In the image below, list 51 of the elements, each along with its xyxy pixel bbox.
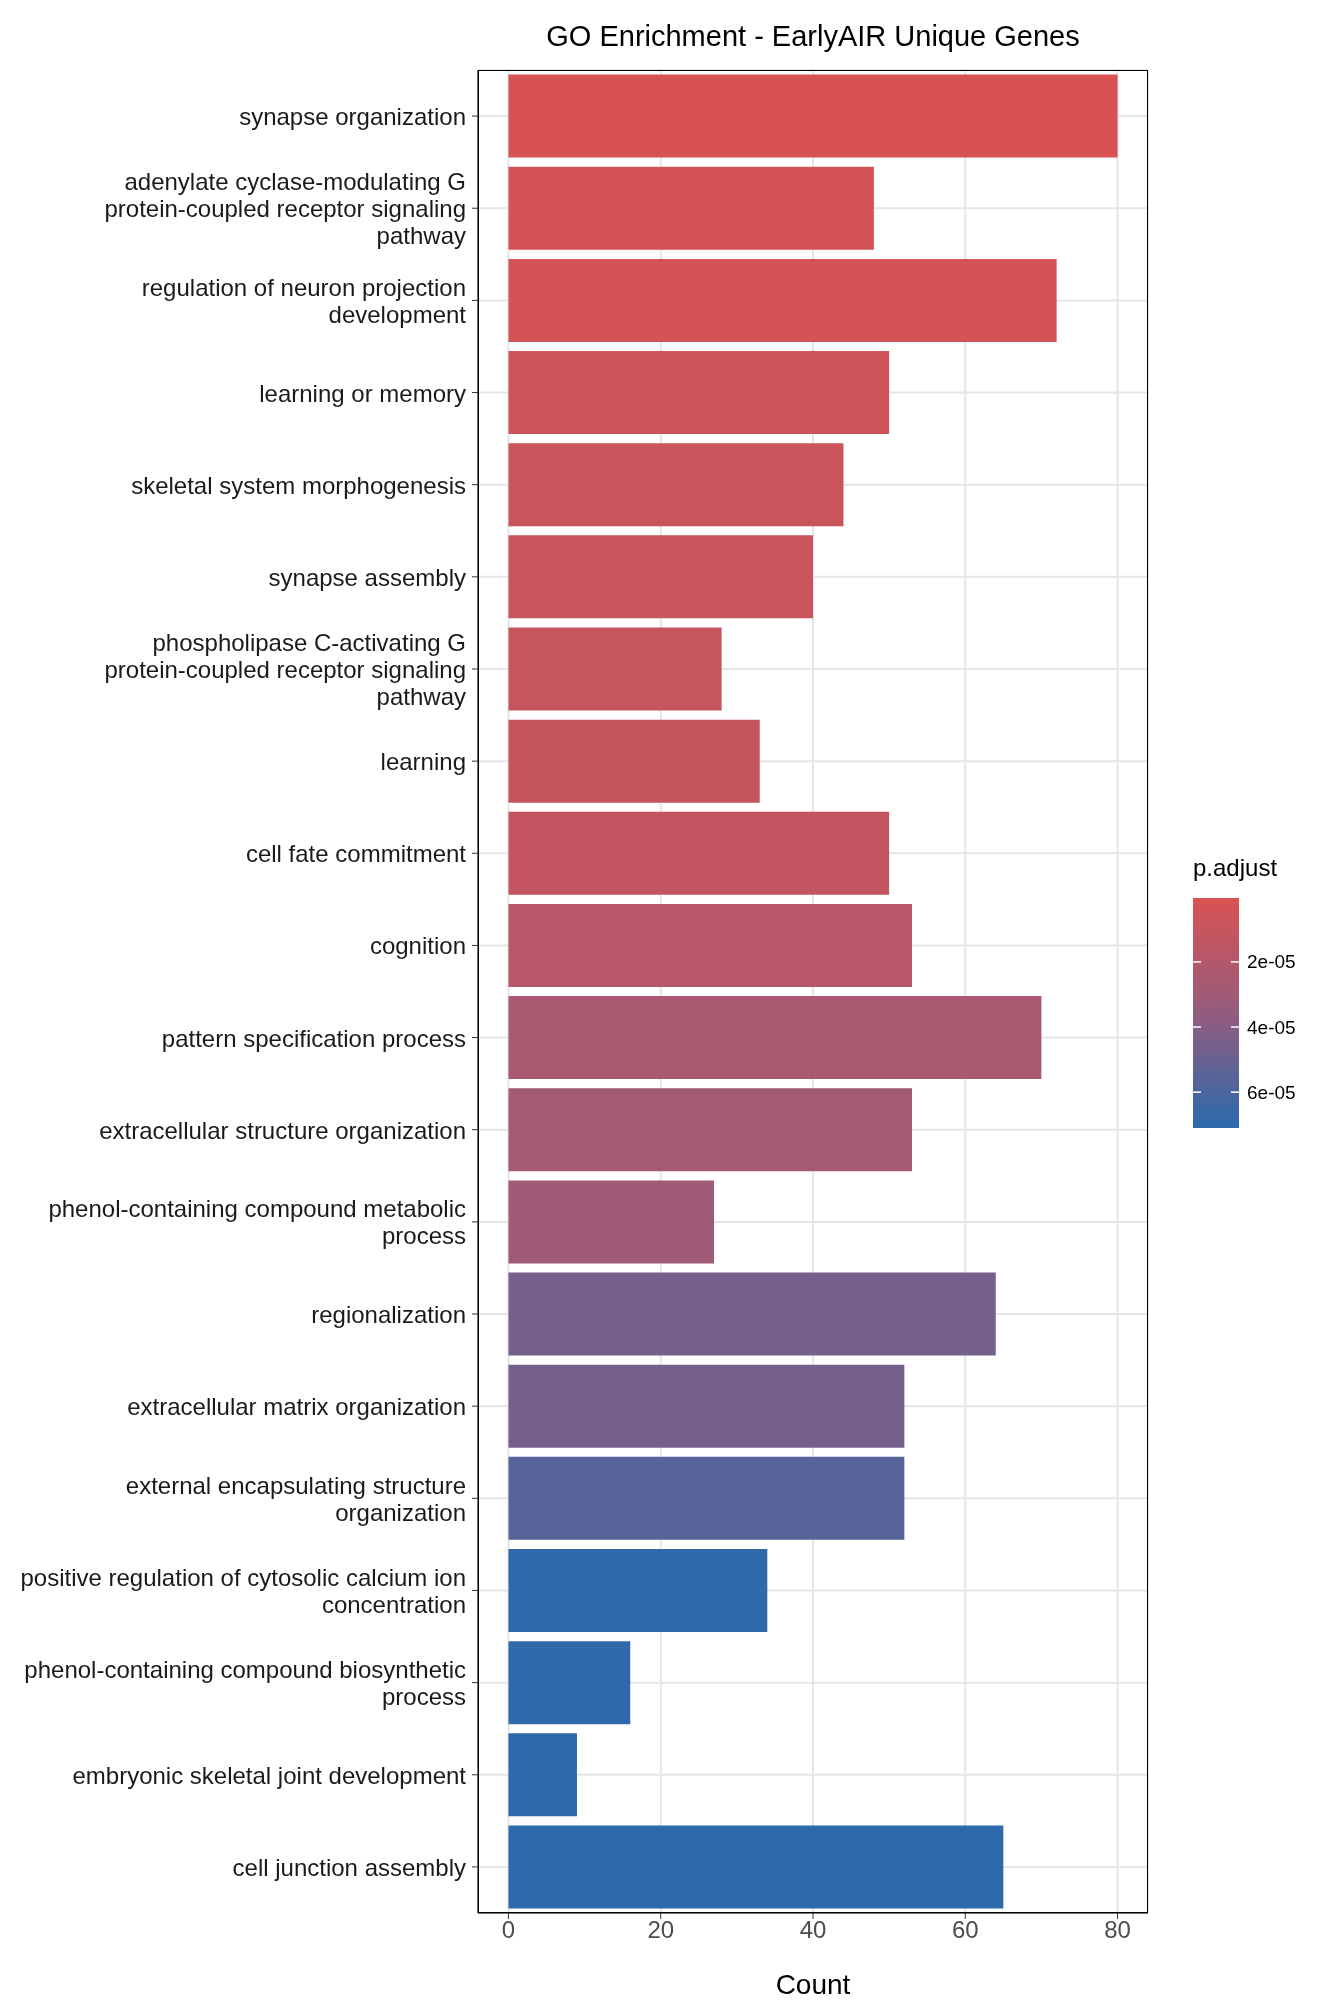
bar xyxy=(508,443,844,527)
y-tick-label: synapse organization xyxy=(239,102,466,130)
x-tick-label: 60 xyxy=(951,1916,979,1944)
x-tick-label: 20 xyxy=(647,1916,675,1944)
y-tick-label: external encapsulating structure organization xyxy=(125,1471,466,1526)
y-tick-label: learning or memory xyxy=(259,379,466,407)
bar xyxy=(508,258,1057,342)
color-bar-label: 4e-05 xyxy=(1247,1016,1296,1038)
color-bar-label: 6e-05 xyxy=(1247,1081,1296,1103)
y-tick-label: positive regulation of cytosolic calcium ion concentration xyxy=(20,1563,466,1618)
x-tick-label: 40 xyxy=(799,1916,827,1944)
bar xyxy=(508,1825,1004,1909)
color-bar-label: 2e-05 xyxy=(1247,951,1296,973)
bar xyxy=(508,811,890,895)
bar xyxy=(508,74,1118,158)
y-tick-label: cell junction assembly xyxy=(232,1853,466,1881)
y-tick-label: phenol-containing compound biosynthetic process xyxy=(24,1655,466,1710)
bar xyxy=(508,1364,905,1448)
bar xyxy=(508,535,813,619)
bar xyxy=(508,996,1042,1080)
x-axis-title: Count xyxy=(775,1969,851,2000)
chart-title: GO Enrichment - EarlyAIR Unique Genes xyxy=(545,20,1081,53)
bar xyxy=(508,1272,996,1356)
bar xyxy=(508,1733,577,1817)
y-tick-label: embryonic skeletal joint development xyxy=(72,1761,467,1789)
y-tick-label: synapse assembly xyxy=(268,563,466,591)
y-tick-label: extracellular matrix organization xyxy=(127,1392,466,1420)
y-tick-label: cell fate commitment xyxy=(245,839,467,867)
x-tick-label: 80 xyxy=(1104,1916,1131,1944)
y-tick-label: extracellular structure organization xyxy=(99,1116,466,1144)
y-tick-label: phospholipase C-activating G protein-coupled receptor signaling pathway xyxy=(104,628,466,710)
color-bar-title: p.adjust xyxy=(1193,854,1278,882)
bar xyxy=(508,1180,715,1264)
bar xyxy=(508,1641,631,1725)
y-tick-label: learning xyxy=(380,747,466,775)
y-tick-label: regionalization xyxy=(311,1300,466,1328)
bar xyxy=(508,903,912,987)
y-tick-label: regulation of neuron projection development xyxy=(141,273,467,328)
y-tick-label: phenol-containing compound metabolic process xyxy=(48,1194,466,1249)
y-tick-label: adenylate cyclase-modulating G protein-coupled receptor signaling pathway xyxy=(104,167,466,249)
y-tick-label: cognition xyxy=(369,931,466,959)
bar xyxy=(508,351,890,435)
bar xyxy=(508,1456,905,1540)
bar xyxy=(508,627,722,711)
y-tick-label: skeletal system morphogenesis xyxy=(131,471,466,499)
bar xyxy=(508,1088,912,1172)
bar xyxy=(508,166,874,250)
x-tick-label: 0 xyxy=(501,1916,516,1944)
bar xyxy=(508,719,760,803)
bar xyxy=(508,1549,768,1633)
y-tick-label: pattern specification process xyxy=(161,1024,466,1052)
